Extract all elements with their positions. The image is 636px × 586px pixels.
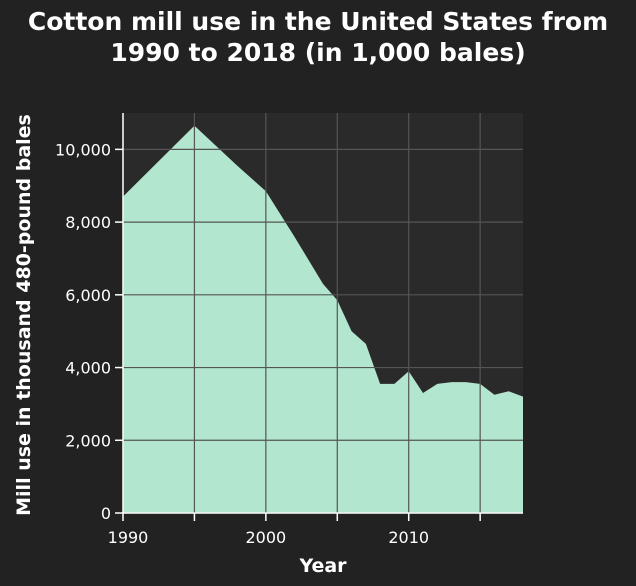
y-tick-label-2000: 2,000 xyxy=(65,431,111,450)
y-tick-label-10000: 10,000 xyxy=(55,140,111,159)
y-tick-label-4000: 4,000 xyxy=(65,359,111,378)
chart-title-line-2: 1990 to 2018 (in 1,000 bales) xyxy=(110,38,526,67)
data-point-2009 xyxy=(393,382,396,385)
data-point-2018 xyxy=(522,395,525,398)
chart-title-line-1: Cotton mill use in the United States fro… xyxy=(27,7,609,36)
data-point-2013 xyxy=(450,381,453,384)
data-point-2002 xyxy=(293,235,296,238)
chart-title: Cotton mill use in the United States fro… xyxy=(0,6,636,68)
data-point-2014 xyxy=(464,381,467,384)
data-point-2012 xyxy=(436,382,439,385)
x-axis-label: Year xyxy=(298,555,347,577)
data-point-2016 xyxy=(493,393,496,396)
x-tick-label-2010: 2010 xyxy=(388,528,429,547)
data-point-2011 xyxy=(422,392,425,395)
y-tick-label-8000: 8,000 xyxy=(65,213,111,232)
data-point-2008 xyxy=(379,382,382,385)
y-tick-label-0: 0 xyxy=(101,504,111,523)
data-point-2004 xyxy=(322,282,325,285)
data-point-2007 xyxy=(364,342,367,345)
x-tick-label-2000: 2000 xyxy=(245,528,286,547)
data-point-2006 xyxy=(350,330,353,333)
y-tick-label-6000: 6,000 xyxy=(65,286,111,305)
x-tick-label-1990: 1990 xyxy=(108,528,149,547)
data-point-2017 xyxy=(507,390,510,393)
data-point-1998 xyxy=(236,164,239,167)
y-axis-label: Mill use in thousand 480-pound bales xyxy=(13,114,35,516)
